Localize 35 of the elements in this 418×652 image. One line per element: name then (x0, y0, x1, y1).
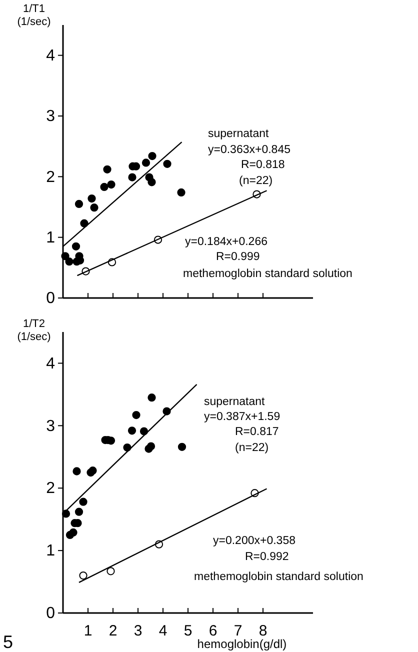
y-tick-label: 2 (46, 480, 56, 498)
y-tick-label: 2 (46, 168, 56, 186)
x-tick-label: 4 (158, 622, 168, 640)
annotation: y=0.200x+0.358 (213, 535, 296, 547)
x-tick-label: 1 (84, 622, 92, 640)
x-axis-title: hemoglobin(g/dl) (197, 637, 287, 651)
annotation: R=0.999 (216, 251, 260, 263)
annotation: (n=22) (239, 175, 273, 187)
y-tick-label: 1 (46, 229, 56, 246)
annotation: R=0.818 (241, 159, 285, 171)
annotation: (n=22) (235, 442, 269, 454)
y-tick-label: 3 (46, 108, 56, 126)
annotation: R=0.817 (235, 426, 279, 438)
annotation: y=0.363x+0.845 (208, 144, 290, 156)
x-tick-label: 8 (258, 622, 268, 640)
y-tick-label: 0 (46, 290, 56, 308)
x-tick-label: 3 (134, 622, 142, 640)
y-tick-label: 3 (46, 418, 56, 435)
y-tick-label: 0 (46, 605, 56, 622)
annotation: supernatant (204, 396, 266, 408)
y-axis-title: 1/T2 (1/sec) (17, 318, 51, 343)
y-tick-label: 4 (46, 355, 56, 372)
y-tick-label: 4 (46, 47, 56, 64)
x-tick-label: 6 (208, 622, 218, 640)
annotation: methemoglobin standard solution (194, 571, 364, 583)
y-tick-label: 1 (46, 542, 56, 560)
x-tick-label: 7 (234, 622, 242, 640)
annotation: R=0.992 (245, 551, 289, 563)
y-axis-title: 1/T1 (1/sec) (17, 3, 51, 28)
x-tick-label: 5 (184, 622, 192, 640)
annotation: methemoglobin standard solution (183, 268, 352, 280)
annotation: y=0.184x+0.266 (185, 236, 268, 248)
x-tick-label: 2 (108, 622, 118, 640)
annotation: supernatant (208, 128, 270, 140)
annotation: y=0.387x+1.59 (204, 411, 280, 423)
